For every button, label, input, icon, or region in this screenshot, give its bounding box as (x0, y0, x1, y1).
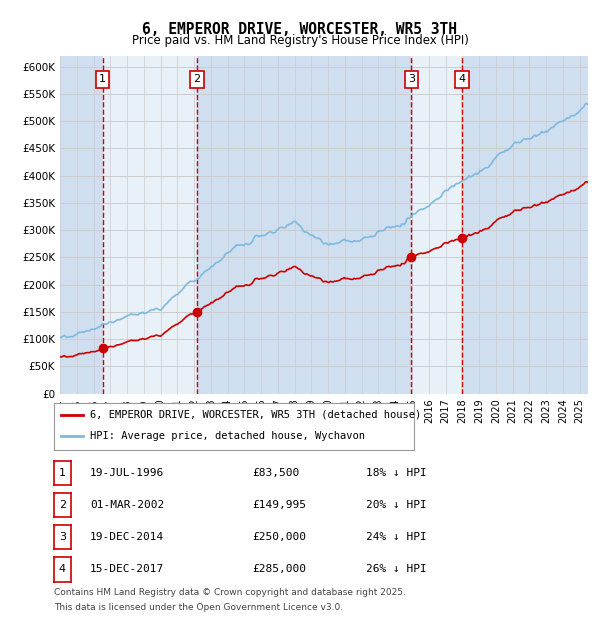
Text: 24% ↓ HPI: 24% ↓ HPI (366, 532, 427, 542)
Text: Contains HM Land Registry data © Crown copyright and database right 2025.: Contains HM Land Registry data © Crown c… (54, 588, 406, 597)
Text: 2: 2 (193, 74, 200, 84)
Text: £83,500: £83,500 (252, 467, 299, 478)
Text: 18% ↓ HPI: 18% ↓ HPI (366, 467, 427, 478)
Text: 01-MAR-2002: 01-MAR-2002 (90, 500, 164, 510)
Bar (197, 56, 412, 394)
Bar (412, 56, 462, 394)
Text: £149,995: £149,995 (252, 500, 306, 510)
Text: 15-DEC-2017: 15-DEC-2017 (90, 564, 164, 575)
Text: 6, EMPEROR DRIVE, WORCESTER, WR5 3TH (detached house): 6, EMPEROR DRIVE, WORCESTER, WR5 3TH (de… (90, 410, 421, 420)
Bar (60, 56, 103, 394)
Text: £250,000: £250,000 (252, 532, 306, 542)
Text: 1: 1 (59, 467, 66, 478)
Text: HPI: Average price, detached house, Wychavon: HPI: Average price, detached house, Wych… (90, 432, 365, 441)
Text: 2: 2 (59, 500, 66, 510)
Text: 19-JUL-1996: 19-JUL-1996 (90, 467, 164, 478)
Text: 3: 3 (408, 74, 415, 84)
Text: 19-DEC-2014: 19-DEC-2014 (90, 532, 164, 542)
Text: 4: 4 (458, 74, 466, 84)
Text: Price paid vs. HM Land Registry's House Price Index (HPI): Price paid vs. HM Land Registry's House … (131, 34, 469, 47)
Text: 26% ↓ HPI: 26% ↓ HPI (366, 564, 427, 575)
Bar (462, 56, 588, 394)
Text: 4: 4 (59, 564, 66, 575)
Text: This data is licensed under the Open Government Licence v3.0.: This data is licensed under the Open Gov… (54, 603, 343, 613)
Text: £285,000: £285,000 (252, 564, 306, 575)
Text: 6, EMPEROR DRIVE, WORCESTER, WR5 3TH: 6, EMPEROR DRIVE, WORCESTER, WR5 3TH (143, 22, 458, 37)
Text: 3: 3 (59, 532, 66, 542)
Text: 20% ↓ HPI: 20% ↓ HPI (366, 500, 427, 510)
Bar (103, 56, 197, 394)
Text: 1: 1 (99, 74, 106, 84)
